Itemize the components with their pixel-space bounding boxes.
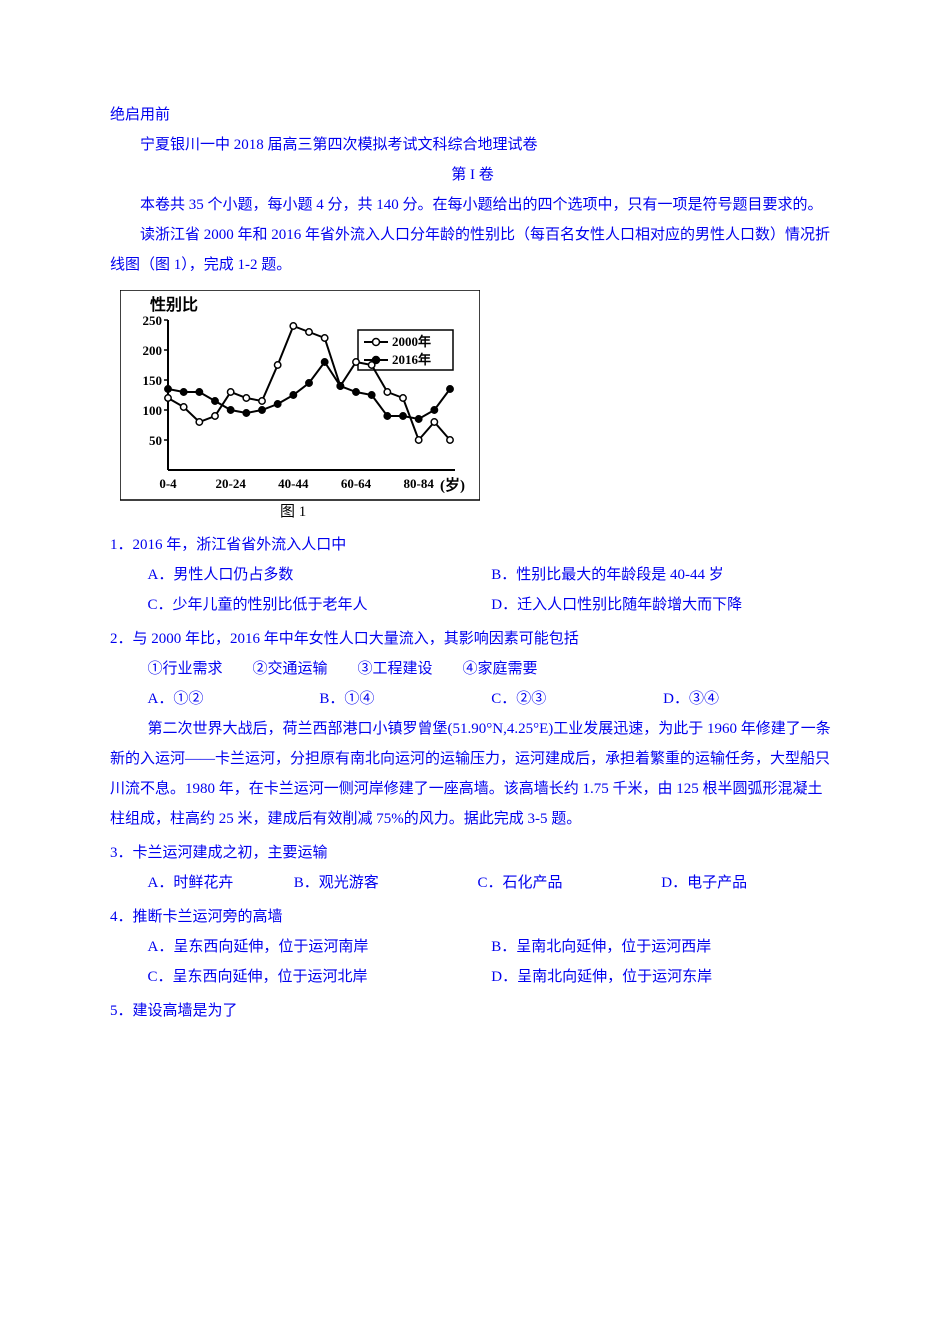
- q1-option-c: C．少年儿童的性别比低于老年人: [148, 590, 492, 620]
- question-2-items: ①行业需求 ②交通运输 ③工程建设 ④家庭需要: [110, 654, 835, 684]
- question-2-stem: 2．与 2000 年比，2016 年中年女性人口大量流入，其影响因素可能包括: [110, 624, 835, 654]
- q2-option-b: B．①④: [319, 684, 491, 714]
- q3-option-c: C．石化产品: [478, 868, 658, 898]
- legend-label-2016: 2016年: [392, 352, 431, 367]
- chart-figure-1: 性别比 50 100 150 200 250 0-4 20-24 40-44 60-64 80-…: [120, 290, 480, 520]
- chart-border: [120, 290, 480, 500]
- section-label: 第 I 卷: [110, 160, 835, 190]
- question-4-options: A．呈东西向延伸，位于运河南岸 B．呈南北向延伸，位于运河西岸 C．呈东西向延伸…: [110, 932, 835, 992]
- question-1-stem: 1．2016 年，浙江省省外流入人口中: [110, 530, 835, 560]
- question-3-stem: 3．卡兰运河建成之初，主要运输: [110, 838, 835, 868]
- exam-title: 宁夏银川一中 2018 届高三第四次模拟考试文科综合地理试卷: [110, 130, 835, 160]
- q2-option-c: C．②③: [491, 684, 663, 714]
- question-1-options: A．男性人口仍占多数 B．性别比最大的年龄段是 40-44 岁 C．少年儿童的性…: [110, 560, 835, 620]
- q4-option-c: C．呈东西向延伸，位于运河北岸: [148, 962, 492, 992]
- svg-text:20-24: 20-24: [215, 476, 246, 491]
- legend-marker-2000: [373, 339, 380, 346]
- chart-svg: 性别比 50 100 150 200 250 0-4 20-24 40-44 60-64 80-…: [120, 290, 480, 520]
- q3-option-d: D．电子产品: [661, 868, 747, 898]
- q1-option-b: B．性别比最大的年龄段是 40-44 岁: [491, 560, 835, 590]
- svg-text:0-4: 0-4: [159, 476, 177, 491]
- svg-text:40-44: 40-44: [278, 476, 309, 491]
- q4-option-b: B．呈南北向延伸，位于运河西岸: [491, 932, 835, 962]
- question-3-options: A．时鲜花卉 B．观光游客 C．石化产品 D．电子产品: [110, 868, 835, 898]
- q2-option-d: D．③④: [663, 684, 835, 714]
- svg-text:80-84: 80-84: [403, 476, 434, 491]
- svg-text:250: 250: [143, 313, 163, 328]
- intro-paragraph-1: 本卷共 35 个小题，每小题 4 分，共 140 分。在每小题给出的四个选项中，…: [110, 190, 835, 220]
- q2-option-a: A．①②: [148, 684, 320, 714]
- q3-option-b: B．观光游客: [294, 868, 474, 898]
- question-2-options: A．①② B．①④ C．②③ D．③④: [110, 684, 835, 714]
- svg-text:50: 50: [149, 433, 162, 448]
- intro-paragraph-2: 读浙江省 2000 年和 2016 年省外流入人口分年龄的性别比（每百名女性人口…: [110, 220, 835, 280]
- legend-label-2000: 2000年: [392, 334, 431, 349]
- passage-2: 第二次世界大战后，荷兰西部港口小镇罗曾堡(51.90°N,4.25°E)工业发展…: [110, 714, 835, 834]
- svg-text:100: 100: [143, 403, 163, 418]
- chart-caption: 图 1: [280, 503, 306, 520]
- header-prefix: 绝启用前: [110, 100, 835, 130]
- q3-option-a: A．时鲜花卉: [110, 868, 290, 898]
- q1-option-d: D．迁入人口性别比随年龄增大而下降: [491, 590, 835, 620]
- svg-text:200: 200: [143, 343, 163, 358]
- svg-text:60-64: 60-64: [341, 476, 372, 491]
- svg-text:150: 150: [143, 373, 163, 388]
- y-axis-label: 性别比: [150, 295, 198, 314]
- q4-option-a: A．呈东西向延伸，位于运河南岸: [148, 932, 492, 962]
- q1-option-a: A．男性人口仍占多数: [148, 560, 492, 590]
- question-5-stem: 5．建设高墙是为了: [110, 996, 835, 1026]
- q4-option-d: D．呈南北向延伸，位于运河东岸: [491, 962, 835, 992]
- question-4-stem: 4．推断卡兰运河旁的高墙: [110, 902, 835, 932]
- x-axis-label: (岁): [440, 476, 465, 494]
